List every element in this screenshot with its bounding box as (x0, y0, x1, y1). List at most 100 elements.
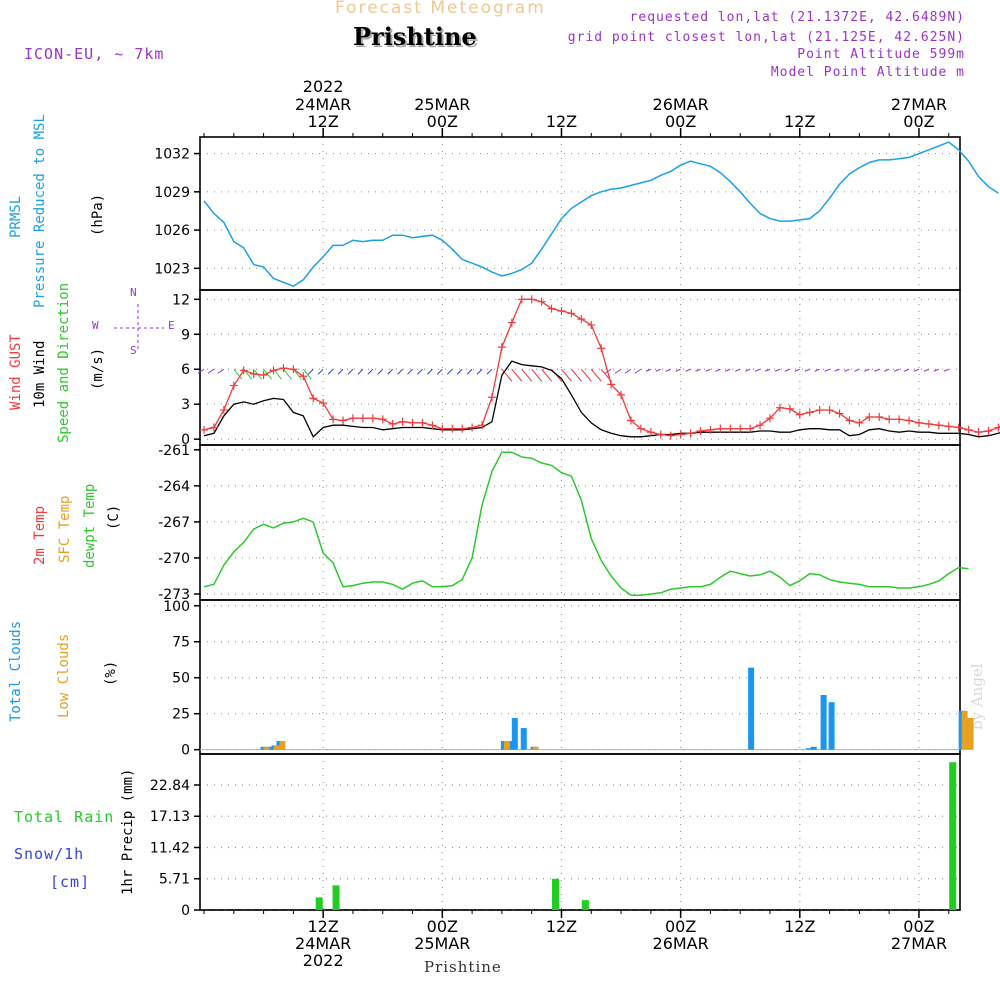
gust-marker (845, 416, 854, 425)
low-clouds-bar (279, 741, 286, 750)
gust-marker (825, 406, 834, 415)
gust-marker (815, 406, 824, 415)
gust-marker (289, 365, 298, 374)
y-tick-label: 11.42 (150, 840, 190, 856)
wind-arrow (864, 368, 870, 372)
wind-arrow (456, 368, 463, 375)
gust-marker (557, 306, 566, 315)
gust-marker (875, 413, 884, 422)
panel-frame-precip (199, 753, 961, 911)
gust-marker (408, 418, 417, 427)
gust-marker (438, 424, 447, 433)
y-tick-label: 6 (181, 362, 190, 378)
gust-marker (666, 431, 675, 440)
total-clouds-bar (820, 694, 827, 750)
y-tick-label: -267 (158, 515, 190, 531)
wind-arrow (397, 368, 403, 375)
gust-marker (448, 424, 457, 433)
wind-arrow (675, 368, 681, 372)
wind-arrow (233, 368, 243, 380)
wind-arrow (347, 368, 354, 375)
top-date-label: 25MAR (414, 95, 470, 114)
y-tick-label: 0 (181, 903, 190, 919)
rain-bar (332, 885, 340, 910)
wind-arrow (834, 368, 840, 372)
gust-marker (577, 315, 586, 324)
gust-marker (617, 390, 626, 399)
bottom-hour-label: 00Z (665, 917, 696, 936)
panel-frame-clouds (199, 599, 961, 755)
gust-marker (736, 424, 745, 433)
wind-arrow (725, 368, 731, 372)
gust-marker (319, 399, 328, 408)
wind-arrow (283, 368, 292, 380)
wind-arrow (417, 368, 423, 375)
wind-arrow (794, 368, 800, 372)
wind-arrow (466, 368, 473, 375)
gust-marker (775, 403, 784, 412)
bottom-date-label: 26MAR (653, 934, 709, 953)
gust-marker (209, 423, 218, 432)
wind-arrow (634, 368, 642, 374)
wind-arrow (764, 368, 771, 372)
wind-arrow (521, 368, 533, 382)
y-tick-label: -270 (158, 551, 190, 567)
y-tick-label: -264 (158, 479, 190, 495)
total-clouds-bar (810, 746, 817, 750)
gust-marker (309, 394, 318, 403)
bottom-date-label: 24MAR (295, 934, 351, 953)
top-hour-label: 00Z (427, 112, 458, 131)
gust-marker (587, 320, 596, 329)
wind-arrow (580, 368, 592, 382)
y-tick-label: 5.71 (159, 872, 190, 888)
y-tick-label: 75 (172, 635, 190, 651)
wind-arrow (804, 368, 810, 372)
y-tick-label: 17.13 (150, 809, 190, 825)
location-title: Prishtine (353, 22, 477, 51)
rain-bar (315, 897, 323, 910)
wind-arrow (486, 368, 493, 375)
wind-arrow (561, 368, 572, 382)
total-clouds-bar (748, 667, 755, 750)
y-tick-label: 0 (181, 432, 190, 448)
model-label: ICON-EU, ~ 7km (24, 45, 165, 63)
y-tick-label: 12 (172, 292, 190, 308)
bottom-hour-label: 00Z (903, 917, 934, 936)
wind-arrow (427, 368, 433, 375)
low-clouds-bar (532, 746, 539, 750)
gust-marker (537, 297, 546, 306)
gust-marker (517, 295, 526, 304)
gust-marker (994, 423, 1000, 432)
gust-marker (607, 380, 616, 389)
gust-marker (646, 428, 655, 437)
wind-arrow (814, 368, 820, 372)
gust-marker (339, 416, 348, 425)
gust-marker (229, 381, 238, 390)
pressure-line (203, 141, 999, 288)
compass-n: N (130, 286, 137, 299)
bottom-hour-label: 12Z (546, 917, 577, 936)
wind-arrow (705, 368, 711, 372)
gust-marker (716, 424, 725, 433)
gust-marker (766, 414, 775, 423)
rain-bar (581, 900, 589, 910)
rain-bar (552, 878, 560, 910)
gust-marker (249, 369, 258, 378)
gust-marker (696, 427, 705, 436)
top-hour-label: 12Z (546, 112, 577, 131)
y-tick-label: 1032 (154, 147, 190, 163)
gust-marker (279, 364, 288, 373)
y-tick-label: 22.84 (150, 778, 190, 794)
wind-arrow (784, 368, 791, 372)
rain-bar (949, 762, 957, 910)
wind-arrow (407, 368, 413, 375)
wind-arrow (943, 368, 949, 372)
gust-marker (895, 415, 904, 424)
gust-marker (756, 421, 765, 430)
wind-arrow (197, 368, 205, 374)
wind-arrow (645, 368, 652, 372)
total-clouds-bar (520, 728, 527, 750)
bottom-hour-label: 12Z (307, 917, 338, 936)
y-tick-label: 100 (163, 599, 190, 615)
wind-arrow (614, 368, 622, 374)
